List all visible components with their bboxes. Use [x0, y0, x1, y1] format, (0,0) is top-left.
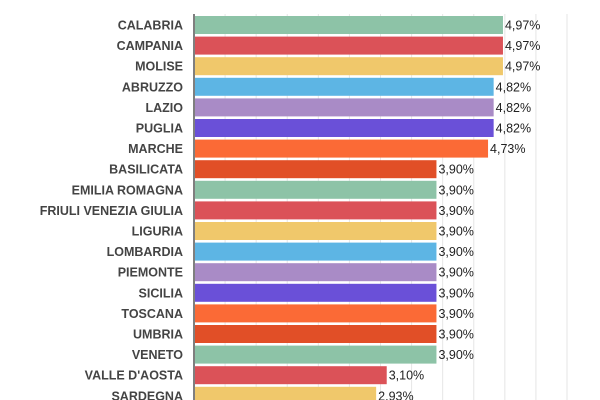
- bar: [195, 283, 437, 302]
- bar: [195, 57, 503, 76]
- category-label: PIEMONTE: [118, 266, 183, 280]
- bar: [195, 242, 437, 261]
- category-label: CAMPANIA: [117, 39, 183, 53]
- data-label: 3,90%: [438, 204, 473, 218]
- bar: [195, 139, 489, 158]
- bar: [195, 222, 437, 240]
- bar: [195, 263, 437, 282]
- category-label: SARDEGNA: [111, 389, 183, 400]
- bar: [195, 304, 437, 323]
- data-label: 3,90%: [438, 328, 473, 342]
- category-label: MARCHE: [128, 142, 183, 156]
- category-label: VALLE D'AOSTA: [85, 369, 183, 383]
- data-label: 3,90%: [438, 286, 473, 300]
- data-label: 3,90%: [438, 225, 473, 239]
- data-label: 4,82%: [496, 122, 531, 136]
- category-label: EMILIA ROMAGNA: [72, 183, 183, 197]
- category-label: BASILICATA: [109, 163, 183, 177]
- data-label: 4,97%: [505, 60, 540, 74]
- bar: [195, 77, 494, 96]
- data-label: 4,82%: [496, 101, 531, 115]
- bar: [195, 16, 503, 34]
- bar: [195, 98, 494, 117]
- bar: [195, 36, 503, 55]
- category-label: PUGLIA: [136, 122, 183, 136]
- bar: [195, 201, 437, 220]
- bar: [195, 366, 387, 385]
- category-label: VENETO: [132, 348, 183, 362]
- category-label: TOSCANA: [121, 307, 183, 321]
- category-label: LAZIO: [146, 101, 184, 115]
- bar: [195, 345, 437, 364]
- category-label: LIGURIA: [132, 225, 183, 239]
- category-label: LOMBARDIA: [107, 245, 183, 259]
- bar: [195, 119, 494, 137]
- data-label: 3,90%: [438, 348, 473, 362]
- data-label: 4,82%: [496, 80, 531, 94]
- data-label: 3,90%: [438, 163, 473, 177]
- data-label: 2,93%: [378, 389, 413, 400]
- bar: [195, 325, 437, 343]
- bar: [195, 386, 377, 400]
- bar: [195, 160, 437, 179]
- data-label: 3,90%: [438, 266, 473, 280]
- data-label: 3,10%: [389, 369, 424, 383]
- category-label: MOLISE: [135, 60, 183, 74]
- data-label: 3,90%: [438, 245, 473, 259]
- data-label: 4,97%: [505, 19, 540, 33]
- category-label: CALABRIA: [118, 19, 183, 33]
- data-label: 3,90%: [438, 307, 473, 321]
- category-label: FRIULI VENEZIA GIULIA: [40, 204, 183, 218]
- category-label: SICILIA: [139, 286, 183, 300]
- category-label: UMBRIA: [133, 328, 183, 342]
- data-label: 4,97%: [505, 39, 540, 53]
- data-label: 4,73%: [490, 142, 525, 156]
- data-label: 3,90%: [438, 183, 473, 197]
- bar: [195, 180, 437, 199]
- category-label: ABRUZZO: [122, 80, 183, 94]
